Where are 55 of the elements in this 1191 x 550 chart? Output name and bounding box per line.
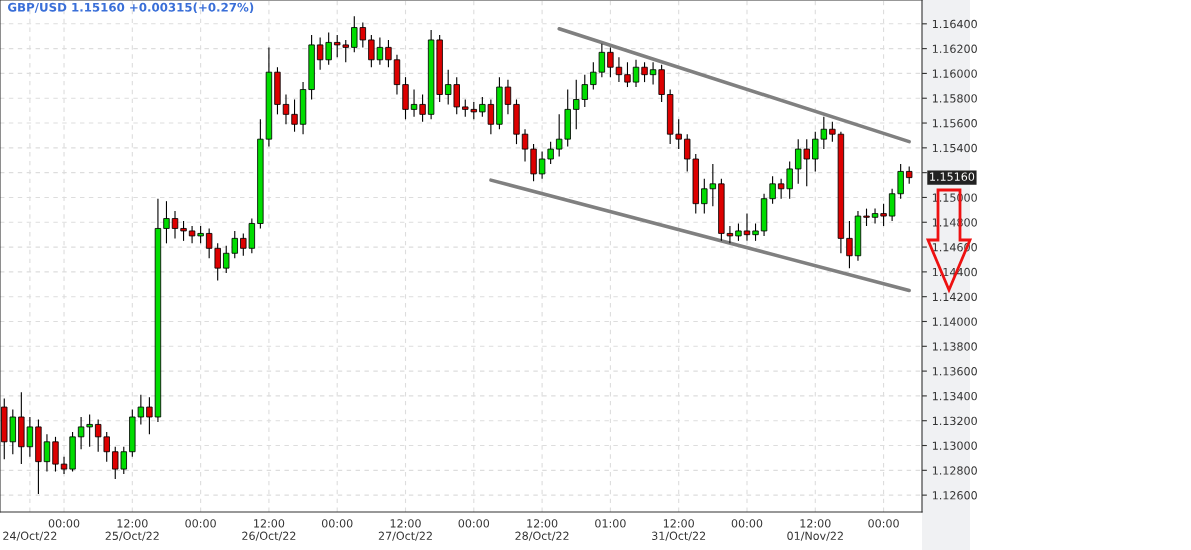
- x-tick-label: 00:00: [185, 519, 216, 528]
- candlestick: [43, 433, 51, 473]
- candlestick: [146, 396, 153, 435]
- y-tick-label: 1.15800: [932, 94, 977, 103]
- y-tick-label: 1.16400: [932, 19, 977, 29]
- candlestick: [163, 200, 170, 244]
- y-tick-label: 1.13600: [932, 367, 977, 376]
- candlestick: [52, 436, 59, 473]
- y-tick-label: 1.12800: [932, 466, 977, 475]
- x-tick-label: 24/Oct/22: [3, 531, 57, 541]
- x-tick-label: 12:00 25/Oct/22: [105, 519, 159, 541]
- y-tick-label: 1.12600: [932, 491, 977, 500]
- candlestick: [291, 98, 298, 133]
- candlestick: [743, 213, 751, 242]
- x-tick-label: 12:00 27/Oct/22: [378, 519, 432, 541]
- candlestick: [282, 93, 290, 125]
- candlestick: [880, 203, 887, 227]
- y-tick-label: 1.13000: [932, 441, 977, 450]
- x-tick-label: 00:00: [868, 519, 899, 528]
- candlestick: [419, 93, 426, 123]
- candlestick: [615, 56, 623, 83]
- candlestick: [180, 220, 187, 242]
- text: 1.15160: [930, 172, 975, 181]
- x-tick-label: 12:00 31/Oct/22: [652, 519, 706, 541]
- y-tick-label: 1.13400: [932, 391, 977, 401]
- candlestick: [385, 39, 392, 68]
- candlestick: [521, 128, 529, 163]
- x-tick-label: 01:00: [595, 519, 626, 528]
- x-tick-label: 00:00: [321, 519, 353, 528]
- x-tick-label: 00:00: [48, 519, 80, 528]
- y-tick-label: 1.16200: [932, 44, 977, 53]
- candlestick: [871, 208, 879, 225]
- candlestick: [171, 210, 179, 239]
- y-tick-label: 1.14000: [932, 317, 977, 326]
- candlestick: [410, 88, 418, 118]
- candlestick: [60, 456, 68, 475]
- x-tick-label: 12:00 28/Oct/22: [515, 519, 569, 541]
- x-tick-label: 00:00: [731, 519, 763, 528]
- y-tick-label: 1.16000: [932, 69, 977, 78]
- x-tick-label: 12:00 01/Nov/22: [787, 519, 843, 541]
- candlestick: [632, 59, 640, 88]
- y-tick-label: 1.13800: [932, 342, 977, 351]
- candlestick: [607, 46, 614, 78]
- candlestick: [504, 79, 512, 115]
- candlestick: [846, 220, 853, 269]
- candlestick: [624, 61, 631, 88]
- y-tick-label: 1.13200: [932, 416, 977, 426]
- y-tick-label: 1.15400: [932, 143, 977, 153]
- candlestick: [641, 61, 648, 83]
- y-tick-label: 1.15600: [932, 119, 977, 128]
- x-tick-label: 12:00 26/Oct/22: [242, 519, 296, 541]
- chart-title: GBP/USD 1.15160 +0.00315(+0.27%): [7, 2, 254, 14]
- candlestick: [769, 175, 776, 205]
- x-tick-label: 00:00: [458, 519, 490, 528]
- y-tick-label: 1.14200: [932, 292, 977, 302]
